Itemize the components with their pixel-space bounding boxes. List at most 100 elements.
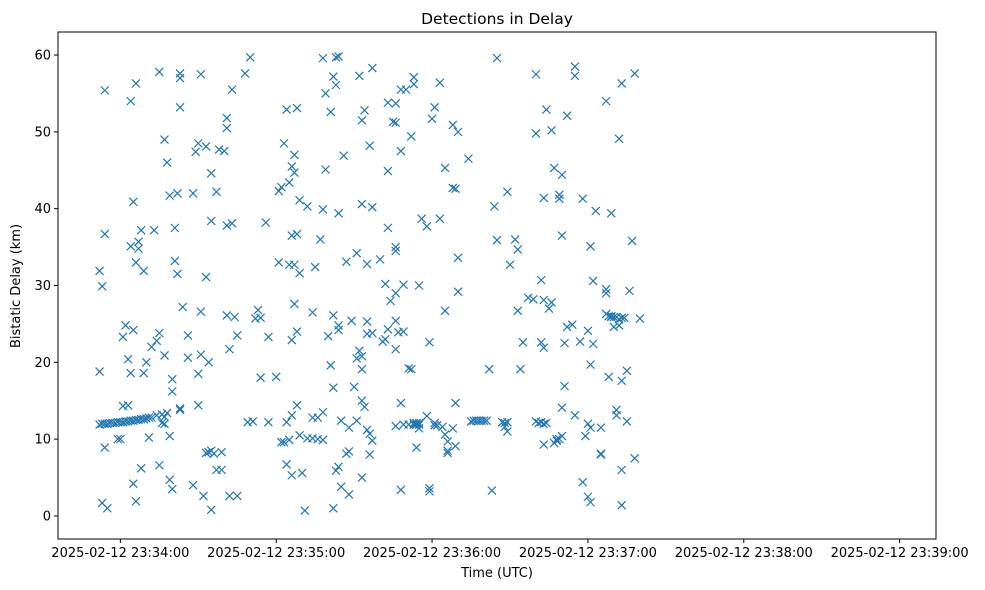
data-point	[183, 331, 193, 340]
data-point	[344, 423, 354, 433]
data-point	[383, 324, 393, 334]
data-point	[391, 344, 401, 354]
data-point	[144, 433, 154, 443]
data-point	[118, 332, 128, 342]
data-point	[432, 420, 442, 430]
data-point	[295, 430, 305, 440]
data-point	[357, 351, 367, 361]
data-point	[443, 448, 453, 458]
data-point	[492, 235, 502, 245]
data-point	[331, 466, 341, 476]
data-point	[380, 279, 390, 289]
data-point	[352, 416, 362, 426]
data-point	[287, 231, 297, 240]
data-point	[162, 408, 172, 418]
data-point	[128, 197, 138, 207]
data-point	[515, 364, 525, 374]
data-point	[617, 500, 627, 510]
data-point	[300, 506, 310, 516]
data-point	[170, 256, 180, 266]
x-tick-label: 2025-02-12 23:38:00	[675, 546, 813, 561]
data-point	[326, 360, 336, 370]
data-point	[365, 429, 375, 439]
data-point	[175, 73, 185, 83]
data-point	[318, 435, 328, 445]
data-point	[414, 423, 424, 433]
data-point	[464, 154, 473, 164]
data-point	[513, 244, 523, 254]
data-point	[492, 53, 502, 63]
data-point	[261, 218, 271, 227]
data-point	[453, 127, 463, 137]
data-point	[479, 416, 489, 426]
data-point	[256, 313, 266, 323]
data-point	[357, 199, 367, 209]
data-point	[102, 503, 112, 513]
data-point	[365, 450, 375, 459]
data-point	[292, 400, 302, 410]
data-point	[406, 364, 416, 374]
data-point	[539, 295, 549, 305]
data-point	[282, 417, 292, 427]
data-point	[531, 128, 541, 138]
data-point	[448, 120, 458, 130]
data-point	[601, 284, 611, 294]
data-point	[391, 316, 401, 326]
data-point	[399, 280, 408, 290]
data-point	[339, 151, 349, 161]
data-point	[219, 146, 229, 156]
data-point	[547, 297, 556, 307]
data-point	[523, 293, 533, 303]
data-point	[284, 178, 294, 187]
data-point	[206, 168, 216, 178]
data-point	[201, 448, 211, 458]
data-point	[539, 440, 549, 449]
data-point	[328, 383, 338, 393]
data-point	[279, 437, 289, 447]
data-point	[482, 416, 492, 426]
data-point	[570, 410, 580, 420]
data-point	[287, 162, 297, 171]
data-point	[274, 258, 284, 267]
data-point	[362, 317, 372, 327]
data-point	[510, 234, 520, 244]
data-point	[438, 422, 447, 432]
data-point	[196, 69, 206, 79]
data-point	[541, 105, 551, 115]
data-point	[295, 268, 305, 278]
data-point	[214, 145, 224, 154]
data-point	[617, 313, 627, 323]
data-point	[539, 343, 549, 353]
data-point	[484, 364, 494, 374]
data-point	[401, 85, 411, 95]
y-tick-label: 10	[34, 433, 51, 448]
data-point	[601, 288, 611, 298]
data-point	[160, 419, 169, 429]
data-point	[596, 449, 606, 459]
data-point	[188, 480, 198, 490]
y-tick-label: 30	[34, 279, 51, 294]
data-point	[347, 316, 356, 326]
data-point	[308, 307, 317, 317]
data-point	[349, 382, 359, 392]
data-point	[409, 79, 419, 89]
data-point	[586, 241, 595, 251]
data-point	[425, 483, 434, 493]
data-point	[173, 188, 182, 198]
data-point	[451, 441, 460, 451]
x-tick-label: 2025-02-12 23:35:00	[207, 546, 345, 561]
data-point	[443, 437, 453, 446]
data-point	[147, 342, 156, 352]
data-point	[383, 223, 393, 233]
data-point	[557, 403, 567, 413]
data-point	[271, 372, 281, 382]
data-point	[622, 366, 632, 376]
y-axis: 0 10 20 30 40 50 60	[34, 49, 58, 524]
data-point	[287, 335, 297, 345]
data-point	[334, 208, 343, 218]
data-point	[580, 431, 590, 441]
data-point	[399, 327, 408, 337]
data-point	[583, 419, 593, 429]
data-point	[167, 387, 177, 396]
data-point	[232, 491, 242, 501]
